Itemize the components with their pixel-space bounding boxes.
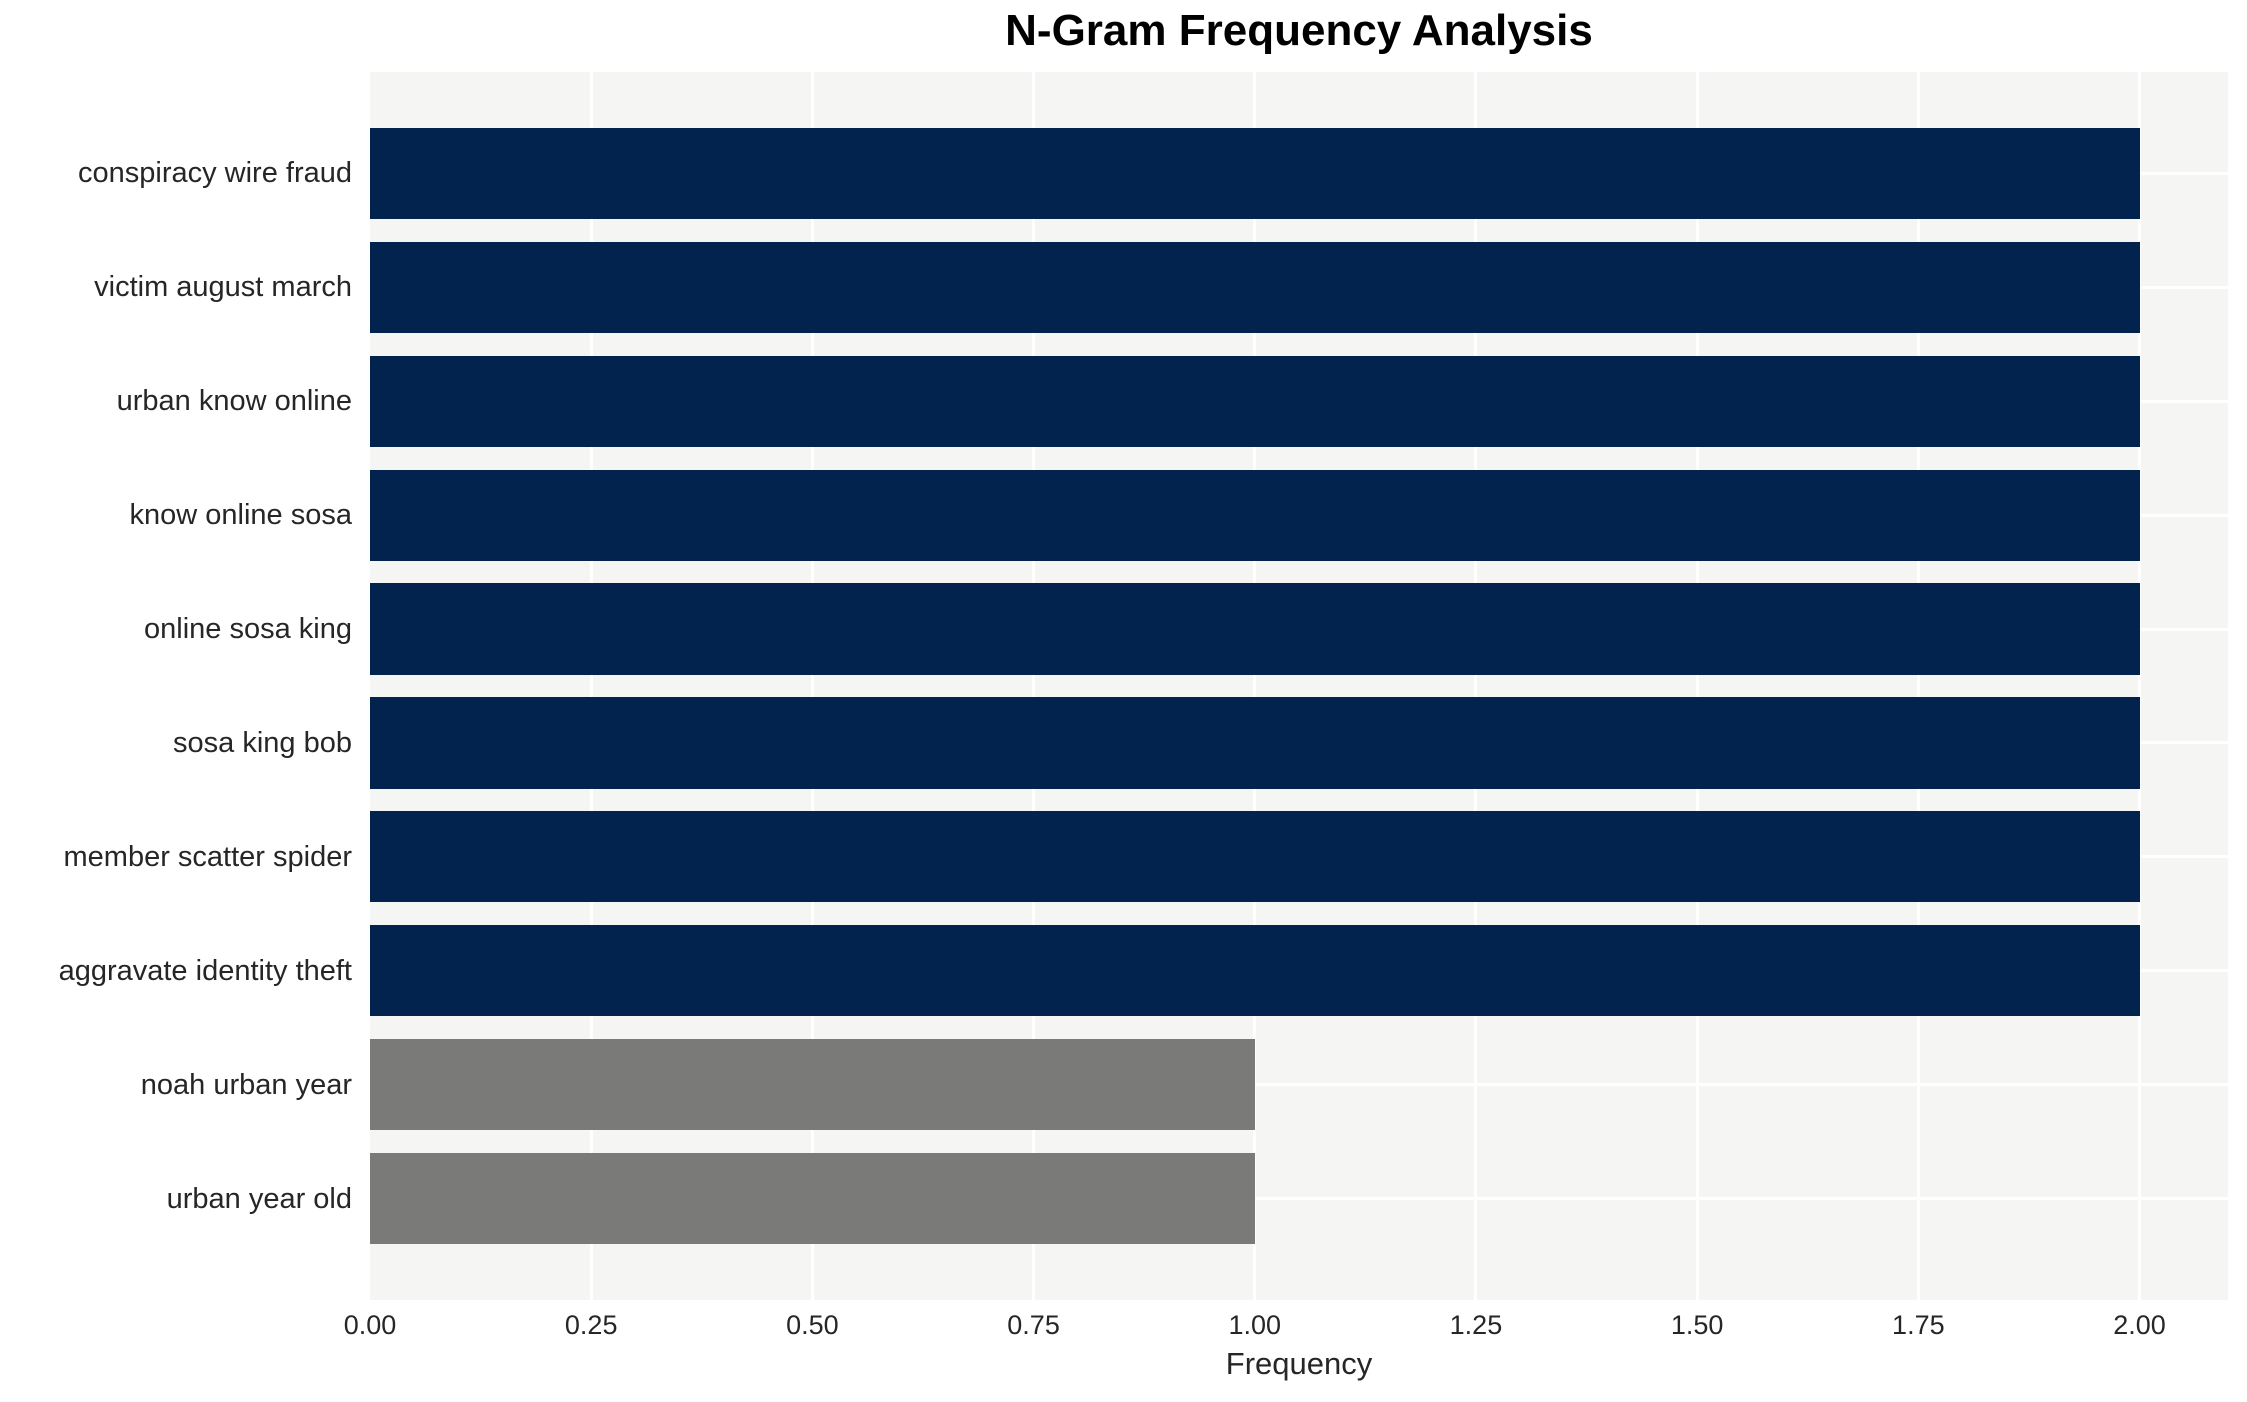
bar-online-sosa-king [370, 583, 2140, 675]
x-tick-label: 1.75 [1892, 1310, 1945, 1340]
x-tick-label: 0.25 [564, 1310, 618, 1340]
x-axis-title: Frequency [1225, 1346, 1373, 1381]
y-tick-label: urban year old [166, 1182, 352, 1215]
x-tick-label: 1.25 [1449, 1310, 1503, 1340]
y-tick-label: sosa king bob [173, 726, 352, 759]
y-axis-labels: conspiracy wire fraud victim august march… [0, 72, 352, 1300]
vertical-gridline [1695, 72, 1699, 1300]
x-tick-label: 0.50 [786, 1310, 839, 1340]
y-tick-label: online sosa king [144, 613, 352, 646]
x-tick-label: 0.00 [343, 1310, 397, 1340]
vertical-gridline [2138, 72, 2142, 1300]
vertical-gridline [1474, 72, 1478, 1300]
bar-noah-urban-year [370, 1039, 1255, 1131]
bar-victim-august-march [370, 241, 2140, 333]
y-tick-label: victim august march [94, 271, 352, 304]
y-tick-label: member scatter spider [63, 840, 353, 873]
x-tick-label: 0.75 [1007, 1310, 1060, 1340]
y-tick-label: conspiracy wire fraud [78, 157, 352, 190]
bar-urban-know-online [370, 355, 2140, 447]
vertical-gridline [1916, 72, 1920, 1300]
bar-sosa-king-bob [370, 697, 2140, 789]
vertical-gridline [1253, 72, 1257, 1300]
y-tick-label: aggravate identity theft [58, 954, 352, 987]
vertical-gridline [810, 72, 814, 1300]
bar-know-online-sosa [370, 469, 2140, 561]
bar-conspiracy-wire-fraud [370, 127, 2140, 219]
plot-area [370, 72, 2228, 1300]
y-tick-label: know online sosa [129, 499, 352, 532]
horizontal-gridline [370, 1197, 2228, 1201]
bar-urban-year-old [370, 1153, 1255, 1245]
x-axis-tick-labels: 0.00 0.25 0.50 0.75 1.00 1.25 1.50 1.75 2.00 [344, 1308, 2228, 1342]
y-tick-label: urban know online [116, 385, 352, 418]
chart-title: N-Gram Frequency Analysis [1005, 6, 1593, 55]
vertical-gridline [589, 72, 593, 1300]
x-tick-label: 1.50 [1670, 1310, 1724, 1340]
vertical-gridline [1032, 72, 1036, 1300]
x-tick-label: 2.00 [2113, 1310, 2166, 1340]
bar-aggravate-identity-theft [370, 925, 2140, 1017]
y-tick-label: noah urban year [140, 1068, 352, 1101]
horizontal-gridline [370, 1083, 2228, 1087]
bar-member-scatter-spider [370, 811, 2140, 903]
x-tick-label: 1.00 [1228, 1310, 1282, 1340]
